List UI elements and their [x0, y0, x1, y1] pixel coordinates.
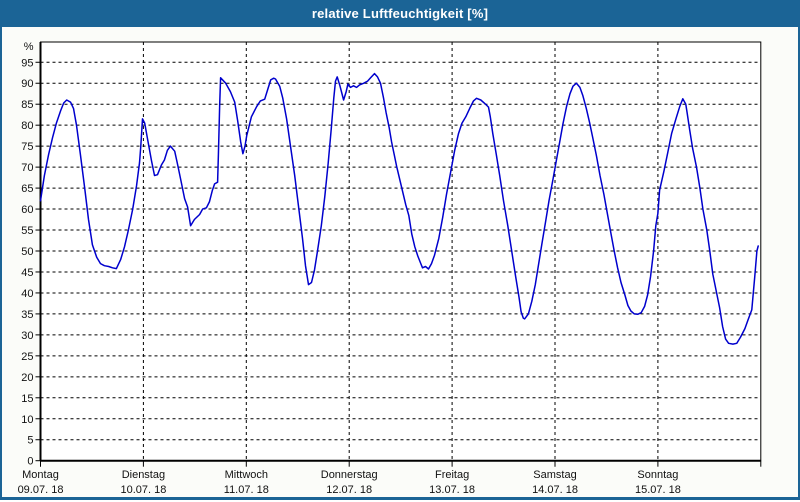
- day-date-label: 15.07. 18: [635, 484, 681, 496]
- humidity-series-line: [39, 72, 759, 345]
- y-tick-label: 65: [21, 183, 33, 195]
- y-tick-label: 45: [21, 267, 33, 279]
- day-weekday-label: Mittwoch: [225, 469, 268, 481]
- window-titlebar: relative Luftfeuchtigkeit [%]: [0, 0, 800, 27]
- chart-area: 0 5 10 15 20 25 30 35 40 45 50 55 60 65 70 75 80 85 90 95% M…: [2, 27, 798, 497]
- day-date-label: 09.07. 18: [18, 484, 64, 496]
- day-date-label: 13.07. 18: [429, 484, 475, 496]
- y-tick-label: 30: [21, 330, 33, 342]
- humidity-chart: 0 5 10 15 20 25 30 35 40 45 50 55 60 65 70 75 80 85 90 95% M…: [18, 41, 762, 496]
- day-weekday-label: Samstag: [533, 469, 576, 481]
- y-tick-label: 90: [21, 78, 33, 90]
- day-weekday-label: Dienstag: [122, 469, 165, 481]
- day-date-label: 12.07. 18: [326, 484, 372, 496]
- y-tick-label: 25: [21, 351, 33, 363]
- y-tick-label: 55: [21, 225, 33, 237]
- y-tick-label: 0: [27, 456, 33, 468]
- y-tick-label: 20: [21, 372, 33, 384]
- y-tick-label: 5: [27, 435, 33, 447]
- day-date-label: 11.07. 18: [224, 484, 269, 496]
- day-date-label: 10.07. 18: [120, 484, 166, 496]
- y-tick-label: 60: [21, 204, 33, 216]
- y-tick-label: 75: [21, 141, 33, 153]
- y-tick-label: 80: [21, 120, 33, 132]
- y-tick-label: 85: [21, 99, 33, 111]
- y-tick-label: 70: [21, 162, 33, 174]
- day-date-label: 14.07. 18: [532, 484, 578, 496]
- y-tick-label: 95: [21, 57, 33, 69]
- y-tick-label: 35: [21, 309, 33, 321]
- y-tick-label: 40: [21, 288, 33, 300]
- y-tick-label: 15: [21, 393, 33, 405]
- window-title: relative Luftfeuchtigkeit [%]: [311, 6, 489, 21]
- day-weekday-label: Sonntag: [637, 469, 678, 481]
- y-tick-label: 50: [21, 246, 33, 258]
- y-tick-label: 10: [21, 414, 33, 426]
- day-weekday-label: Donnerstag: [321, 469, 378, 481]
- day-weekday-label: Montag: [22, 469, 59, 481]
- y-axis-unit-label: %: [24, 41, 34, 53]
- day-weekday-label: Freitag: [435, 469, 469, 481]
